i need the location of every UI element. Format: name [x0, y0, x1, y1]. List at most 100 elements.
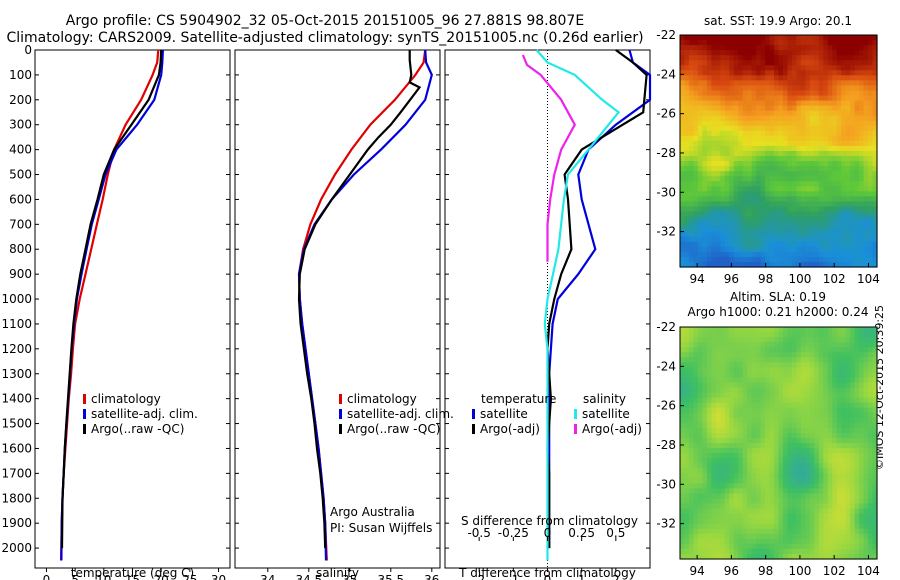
depth-tick-label: 500: [9, 168, 32, 182]
sst-map-cell: [841, 221, 847, 228]
sst-map-cell: [742, 206, 748, 213]
sla-map-cell: [868, 432, 874, 439]
sla-map-cell: [800, 437, 806, 444]
sst-map-cell: [715, 226, 721, 233]
sst-map-cell: [760, 95, 766, 102]
sst-map-cell: [747, 161, 753, 167]
sla-map-cell: [796, 518, 802, 525]
sla-map-cell: [711, 412, 717, 419]
sst-map-cell: [765, 196, 771, 203]
sst-map-cell: [782, 120, 789, 127]
sla-map-cell: [774, 412, 780, 419]
sst-map-cell: [697, 186, 703, 192]
sst-map-cell: [733, 251, 739, 258]
sst-map-cell: [800, 231, 806, 238]
sst-map-cell: [765, 161, 771, 167]
sla-map-cell: [818, 352, 824, 358]
sst-map-cell: [715, 171, 721, 177]
sst-map-cell: [787, 176, 793, 182]
sla-map-cell: [693, 422, 699, 429]
sla-map-cell: [809, 417, 815, 424]
sla-map-cell: [751, 337, 757, 343]
sst-map-cell: [814, 85, 820, 92]
sla-map-cell: [805, 337, 811, 343]
sst-map-cell: [747, 50, 753, 56]
sst-map-cell: [702, 176, 708, 182]
sst-map-cell: [814, 70, 820, 76]
sst-map-cell: [823, 140, 829, 147]
sla-map-cell: [868, 473, 874, 479]
sst-map-cell: [729, 40, 735, 46]
sst-map-cell: [796, 241, 802, 248]
sst-map-cell: [863, 156, 869, 162]
sla-map-cell: [800, 498, 806, 505]
sla-map-cell: [711, 553, 717, 560]
sst-map-cell: [800, 140, 806, 147]
sla-map-cell: [836, 372, 842, 379]
sst-map-cell: [836, 70, 842, 76]
sla-map-cell: [751, 387, 757, 394]
sst-map-cell: [859, 85, 865, 92]
sla-map-cell: [697, 387, 703, 394]
sst-map-cell: [724, 120, 730, 127]
sst-map-cell: [747, 171, 753, 177]
sst-map-cell: [711, 251, 717, 258]
sst-map-cell: [854, 85, 860, 92]
sst-map-cell: [765, 80, 771, 87]
sla-map-cell: [791, 443, 798, 449]
sla-map-cell: [863, 362, 869, 368]
sla-map-cell: [706, 347, 712, 353]
sst-map-cell: [778, 206, 784, 213]
sst-map-cell: [800, 221, 806, 228]
sst-map-cell: [832, 65, 838, 71]
sla-map-cell: [845, 508, 851, 515]
sst-map-cell: [715, 40, 721, 46]
sst-map-cell: [868, 251, 874, 258]
sla-map-cell: [818, 543, 824, 550]
sst-map-cell: [693, 251, 699, 258]
sst-map-cell: [697, 261, 703, 268]
sst-map-cell: [724, 55, 730, 61]
sla-map-cell: [742, 473, 748, 479]
sla-map-cell: [863, 392, 869, 399]
sst-map-cell: [778, 105, 784, 112]
sla-map-cell: [809, 407, 815, 414]
sla-map-cell: [760, 362, 766, 368]
sst-map-cell: [720, 70, 726, 76]
sst-map-cell: [756, 216, 762, 223]
sst-map-cell: [751, 105, 757, 112]
sla-map-cell: [778, 448, 784, 454]
temperature-legend-swatch: [83, 424, 86, 434]
sla-map-cell: [697, 473, 703, 479]
sst-map-cell: [684, 231, 690, 238]
sst-map-cell: [832, 226, 838, 233]
sst-map-cell: [818, 156, 824, 162]
sst-map-cell: [827, 145, 833, 152]
sst-map-cell: [747, 40, 753, 46]
sst-map-cell: [756, 251, 762, 258]
sst-map-cell: [760, 130, 766, 137]
sst-map-cell: [720, 166, 726, 172]
sst-map-cell: [832, 60, 838, 66]
sst-map-cell: [809, 156, 815, 162]
sst-map-cell: [841, 135, 847, 142]
sst-map-cell: [680, 95, 686, 102]
sst-map-cell: [778, 80, 784, 87]
sla-map-cell: [809, 523, 815, 530]
sst-map-cell: [818, 201, 824, 208]
sst-map-cell: [845, 130, 851, 137]
sla-map-cell: [809, 478, 815, 484]
sst-map-cell: [738, 55, 744, 61]
sla-map-cell: [724, 397, 730, 404]
sst-map-cell: [832, 115, 838, 122]
sla-map-cell: [872, 392, 878, 399]
sst-map-cell: [760, 90, 766, 97]
sst-map-cell: [693, 176, 699, 182]
sst-map-cell: [796, 115, 802, 122]
sla-map-cell: [738, 518, 744, 525]
sst-map-cell: [688, 100, 695, 107]
sla-map-cell: [742, 478, 748, 484]
sla-map-cell: [841, 342, 847, 348]
sla-map-cell: [854, 372, 860, 379]
sst-map-cell: [791, 201, 798, 208]
